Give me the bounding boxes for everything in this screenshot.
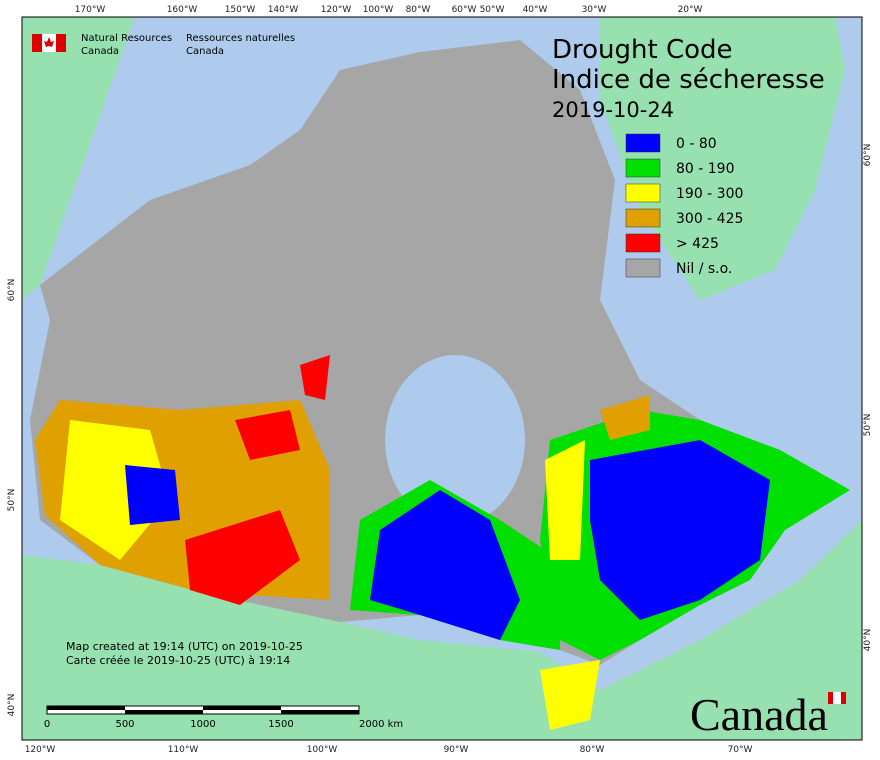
top-label: 30°W: [582, 5, 607, 15]
legend-label: Nil / s.o.: [676, 261, 732, 277]
legend-swatch: [625, 258, 661, 278]
dc-ontario-blue: [370, 490, 520, 640]
top-label: 150°W: [225, 5, 256, 15]
top-label: 50°W: [480, 5, 505, 15]
united-states: [22, 520, 862, 740]
flag-right: [56, 34, 66, 52]
org-fr: Canada: [186, 46, 224, 57]
scale-label: 1000: [190, 719, 215, 730]
top-label: 120°W: [321, 5, 352, 15]
top-label: 20°W: [678, 5, 703, 15]
hudson-bay: [385, 355, 525, 525]
bottom-label: 120°W: [25, 745, 56, 755]
dc-red-2: [235, 410, 300, 460]
scale-seg: [281, 710, 359, 714]
legend-swatch: [625, 233, 661, 253]
left-label: 60°N: [7, 279, 17, 302]
scale-seg: [203, 706, 281, 710]
scale-label: 2000 km: [359, 719, 403, 730]
scale-label: 0: [44, 719, 50, 730]
title: Drought Code: [552, 35, 733, 65]
flag-center: [833, 692, 841, 704]
scale-label: 1500: [268, 719, 293, 730]
dc-quebec-yellow: [545, 440, 585, 560]
scale-bar: [46, 705, 360, 715]
flag-left: [828, 692, 833, 704]
legend-label: 190 - 300: [676, 186, 743, 202]
legend-label: 300 - 425: [676, 211, 743, 227]
dc-west-blue: [125, 465, 180, 525]
alaska: [22, 17, 135, 300]
scale-seg: [125, 710, 203, 714]
bottom-label: 100°W: [307, 745, 338, 755]
frame-border: [21, 16, 863, 741]
dc-red: [185, 510, 300, 605]
credit: Carte créée le 2019-10-25 (UTC) à 19:14: [66, 654, 290, 667]
top-label: 60°W: [452, 5, 477, 15]
org-fr: Ressources naturelles: [186, 33, 295, 44]
bottom-label: 80°W: [580, 745, 605, 755]
org-en: Natural Resources: [81, 33, 172, 44]
greenland: [600, 17, 845, 300]
legend-swatch: [625, 133, 661, 153]
dc-labrador-orange: [600, 395, 650, 440]
top-label: 170°W: [75, 5, 106, 15]
scale-seg: [47, 706, 125, 710]
left-label: 50°N: [7, 489, 17, 512]
flag-left: [32, 34, 42, 52]
dc-south-ontario: [540, 660, 600, 730]
bottom-label: 70°W: [728, 745, 753, 755]
legend-swatch: [625, 183, 661, 203]
map-frame: [21, 16, 863, 741]
top-label: 160°W: [167, 5, 198, 15]
wordmark: Canada: [690, 689, 828, 740]
top-label: 100°W: [363, 5, 394, 15]
legend-swatch: [625, 208, 661, 228]
date: 2019-10-24: [552, 98, 674, 122]
dc-red-3: [300, 355, 330, 400]
right-label: 50°N: [863, 414, 873, 437]
top-label: 140°W: [268, 5, 299, 15]
wordmark-flag: [828, 692, 846, 704]
legend-label: 0 - 80: [676, 136, 717, 152]
legend: 0 - 80 80 - 190 190 - 300 300 - 425 > 425 Nil…: [625, 133, 743, 278]
title: Indice de sécheresse: [552, 65, 825, 95]
org-en: Canada: [81, 46, 119, 57]
credit: Map created at 19:14 (UTC) on 2019-10-25: [66, 640, 303, 653]
maple-leaf: [44, 37, 54, 47]
left-label: 40°N: [7, 694, 17, 717]
dc-quebec-blue: [590, 440, 770, 620]
dc-west-yellow: [60, 420, 170, 560]
right-label: 40°N: [863, 629, 873, 652]
legend-label: > 425: [676, 236, 719, 252]
bottom-label: 110°W: [168, 745, 199, 755]
top-label: 80°W: [406, 5, 431, 15]
legend-swatch: [625, 158, 661, 178]
top-label: 40°W: [523, 5, 548, 15]
scale-label: 500: [115, 719, 134, 730]
right-label: 60°N: [863, 144, 873, 167]
nrcan-logo: [32, 34, 66, 52]
scale-labels: 0 500 1000 1500 2000 km: [44, 719, 403, 730]
bottom-label: 90°W: [444, 745, 469, 755]
flag-right: [841, 692, 846, 704]
graticule-labels: 170°W 160°W 150°W 140°W 120°W 100°W 80°W 60°W 50…: [7, 5, 873, 755]
legend-label: 80 - 190: [676, 161, 735, 177]
